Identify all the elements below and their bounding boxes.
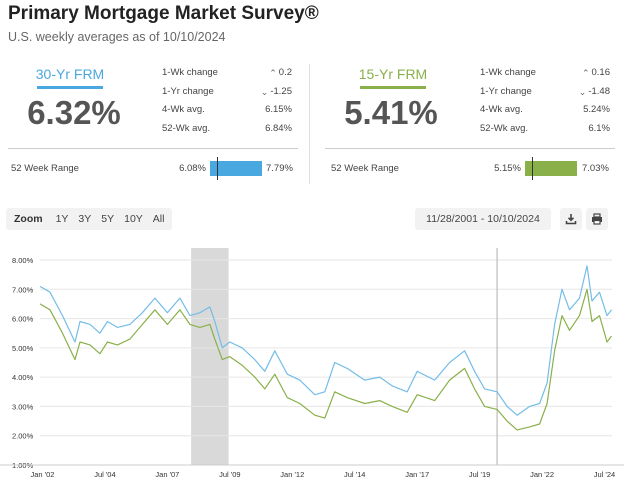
- x-tick-label: Jul '24: [594, 470, 615, 479]
- x-tick-label: Jul '14: [344, 470, 365, 479]
- series-line-15-yr-frm: [39, 288, 612, 431]
- y-tick-label: 7.00%: [12, 285, 34, 294]
- download-icon: [565, 214, 577, 225]
- zoom-1y-button[interactable]: 1Y: [55, 213, 69, 225]
- y-tick-label: 4.00%: [12, 373, 34, 382]
- frm15-stat-row: 1-Yr change ⌄ -1.48: [480, 83, 610, 102]
- x-tick-label: Jan '12: [280, 470, 304, 479]
- download-button[interactable]: [560, 208, 582, 230]
- frm30-range: 52 Week Range 6.08% 7.79%: [8, 148, 298, 187]
- stat-value: 0.2: [278, 67, 292, 78]
- frm15-stat-row: 1-Wk change ⌃ 0.16: [480, 64, 610, 83]
- range-fill: [525, 161, 577, 176]
- stat-label: 1-Yr change: [162, 85, 214, 97]
- zoom-label: Zoom: [14, 213, 43, 225]
- stat-label: 1-Wk change: [480, 67, 536, 78]
- frm30-rate: 6.32%: [27, 94, 121, 131]
- frm15-stat-row: 52-Wk avg. 6.1%: [480, 120, 610, 139]
- stat-value: 6.15%: [265, 104, 292, 115]
- range-current-marker: [532, 157, 533, 180]
- frm15-stat-row: 4-Wk avg. 5.24%: [480, 101, 610, 120]
- range-fill: [210, 161, 262, 176]
- x-tick-label: Jan '02: [31, 470, 55, 479]
- x-tick-label: Jan '07: [155, 470, 179, 479]
- range-bar: [525, 157, 577, 180]
- y-tick-label: 6.00%: [12, 315, 34, 324]
- stat-label: 52-Wk avg.: [162, 122, 211, 134]
- stat-label: 1-Yr change: [480, 85, 532, 97]
- rate-history-chart: 1.00%2.00%3.00%4.00%5.00%6.00%7.00%8.00%…: [0, 240, 624, 487]
- zoom-3y-button[interactable]: 3Y: [78, 213, 92, 225]
- stat-value: 6.1%: [588, 122, 610, 134]
- chart-toolbar: Zoom 1Y 3Y 5Y 10Y All 11/28/2001 - 10/10…: [0, 204, 624, 234]
- divider: [309, 64, 310, 184]
- zoom-group: Zoom 1Y 3Y 5Y 10Y All: [6, 208, 172, 230]
- frm30-stat-row: 52-Wk avg. 6.84%: [162, 120, 292, 139]
- frm15-stats: 1-Wk change ⌃ 0.16 1-Yr change ⌄ -1.48 4-W…: [480, 64, 610, 138]
- series-line-30-yr-frm: [39, 265, 612, 416]
- frm30-underline: [37, 86, 103, 89]
- range-label: 52 Week Range: [331, 163, 399, 174]
- x-tick-label: Jul '04: [94, 470, 115, 479]
- frm15-summary: 15-Yr FRM 5.41% 1-Wk change ⌃ 0.16 1-Yr c…: [325, 62, 615, 142]
- frm15-rate: 5.41%: [344, 94, 438, 131]
- range-high: 7.79%: [266, 163, 293, 174]
- stat-label: 52-Wk avg.: [480, 122, 529, 134]
- down-arrow-icon: ⌄: [578, 86, 587, 97]
- zoom-5y-button[interactable]: 5Y: [101, 213, 115, 225]
- range-high: 7.03%: [582, 163, 609, 174]
- x-tick-label: Jul '09: [219, 470, 240, 479]
- range-low: 6.08%: [179, 163, 206, 174]
- x-tick-label: Jul '19: [469, 470, 490, 479]
- frm30-stat-row: 1-Yr change ⌄ -1.25: [162, 83, 292, 102]
- down-arrow-icon: ⌄: [260, 86, 269, 97]
- print-button[interactable]: [586, 208, 608, 230]
- stat-label: 4-Wk avg.: [162, 104, 205, 115]
- frm15-range: 52 Week Range 5.15% 7.03%: [325, 148, 615, 187]
- stat-label: 1-Wk change: [162, 67, 218, 78]
- frm30-summary: 30-Yr FRM 6.32% 1-Wk change ⌃ 0.2 1-Yr ch…: [10, 62, 300, 142]
- up-arrow-icon: ⌃: [269, 68, 277, 78]
- y-tick-label: 3.00%: [12, 402, 34, 411]
- frm30-stat-row: 1-Wk change ⌃ 0.2: [162, 64, 292, 83]
- up-arrow-icon: ⌃: [581, 68, 590, 78]
- page-title: Primary Mortgage Market Survey®: [8, 3, 319, 24]
- zoom-all-button[interactable]: All: [152, 213, 165, 225]
- stat-label: 4-Wk avg.: [480, 104, 523, 115]
- x-tick-label: Jan '22: [530, 470, 554, 479]
- range-current-marker: [217, 157, 218, 180]
- zoom-10y-button[interactable]: 10Y: [124, 213, 143, 225]
- frm30-stat-row: 4-Wk avg. 6.15%: [162, 101, 292, 120]
- y-tick-label: 2.00%: [12, 432, 34, 441]
- stat-value: 5.24%: [583, 104, 610, 115]
- print-icon: [592, 213, 602, 225]
- range-bar: [210, 157, 262, 180]
- stat-value: 6.84%: [265, 122, 292, 134]
- y-tick-label: 8.00%: [12, 256, 34, 265]
- stat-value: -1.25: [270, 85, 292, 97]
- frm15-label: 15-Yr FRM: [358, 66, 428, 82]
- frm15-underline: [360, 86, 426, 89]
- date-range-selector[interactable]: 11/28/2001 - 10/10/2024: [415, 208, 551, 230]
- y-tick-label: 5.00%: [12, 344, 34, 353]
- page-subtitle: U.S. weekly averages as of 10/10/2024: [8, 30, 226, 44]
- stat-value: 0.16: [591, 67, 611, 78]
- recession-band: [191, 248, 229, 465]
- range-low: 5.15%: [494, 163, 521, 174]
- x-tick-label: Jan '17: [405, 470, 429, 479]
- range-label: 52 Week Range: [11, 163, 79, 174]
- stat-value: -1.48: [588, 85, 610, 97]
- frm30-label: 30-Yr FRM: [35, 66, 105, 82]
- frm30-stats: 1-Wk change ⌃ 0.2 1-Yr change ⌄ -1.25 4-Wk…: [162, 64, 292, 138]
- chart-background: [0, 240, 624, 487]
